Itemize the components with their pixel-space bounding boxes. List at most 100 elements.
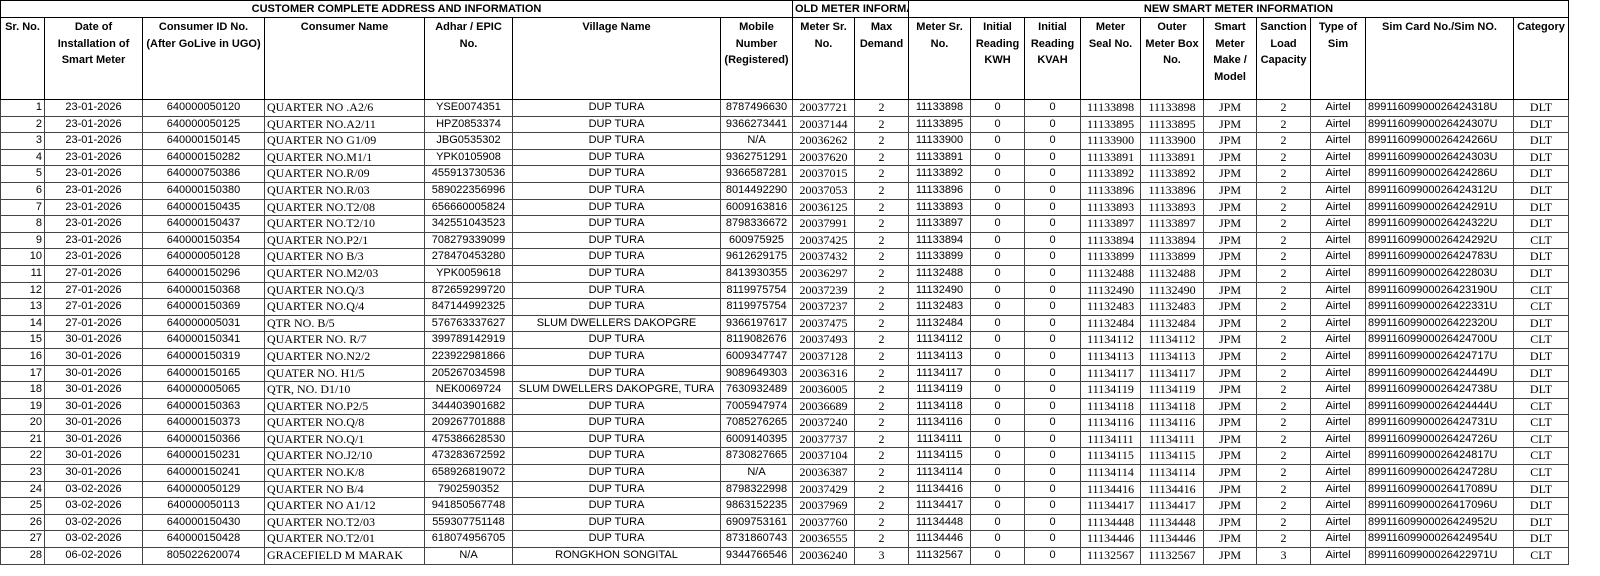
cell-adhar-epic[interactable]: N/A (424, 547, 513, 565)
cell-old-meter-sr-no[interactable]: 20036125 (792, 198, 856, 217)
cell-mobile-number[interactable]: 9362751291 (719, 148, 794, 167)
cell-install-date[interactable]: 23-01-2026 (44, 99, 143, 117)
cell-category[interactable]: DLT (1513, 314, 1570, 333)
cell-category[interactable]: CLT (1513, 298, 1570, 316)
cell-sanction-load[interactable]: 2 (1256, 331, 1312, 349)
cell-install-date[interactable]: 06-02-2026 (44, 547, 143, 565)
cell-mobile-number[interactable]: 7005947974 (719, 397, 794, 416)
cell-sim-type[interactable]: Airtel (1310, 414, 1367, 432)
cell-sr-no[interactable]: 2 (0, 115, 45, 134)
cell-adhar-epic[interactable]: 941850567748 (424, 497, 513, 515)
cell-consumer-id[interactable]: 640000150296 (142, 264, 265, 283)
cell-meter-seal-no[interactable]: 11134111 (1080, 430, 1142, 449)
cell-consumer-name[interactable]: QUARTER NO.J2/10 (264, 447, 425, 466)
cell-sim-type[interactable]: Airtel (1310, 215, 1367, 233)
cell-mobile-number[interactable]: 8413930355 (719, 264, 794, 283)
cell-mobile-number[interactable]: 9344766546 (719, 547, 794, 565)
cell-sanction-load[interactable]: 2 (1256, 347, 1312, 366)
cell-adhar-epic[interactable]: 342551043523 (424, 215, 513, 233)
cell-village-name[interactable]: DUP TURA (512, 248, 721, 266)
cell-meter-seal-no[interactable]: 11134117 (1080, 364, 1142, 383)
cell-sanction-load[interactable]: 2 (1256, 148, 1312, 167)
cell-meter-make[interactable]: JPM (1203, 480, 1258, 499)
cell-consumer-name[interactable]: QUARTER NO.R/03 (264, 181, 425, 200)
cell-village-name[interactable]: DUP TURA (512, 447, 721, 466)
cell-sim-card-no[interactable]: 89911609900026424954U (1365, 530, 1515, 549)
cell-category[interactable]: DLT (1513, 198, 1570, 217)
cell-meter-seal-no[interactable]: 11132488 (1080, 264, 1142, 283)
cell-old-meter-sr-no[interactable]: 20037425 (792, 231, 856, 250)
column-header-adhar-epic[interactable]: Adhar / EPIC No. (424, 17, 513, 100)
cell-adhar-epic[interactable]: HPZ0853374 (424, 115, 513, 134)
cell-sanction-load[interactable]: 2 (1256, 281, 1312, 300)
cell-sr-no[interactable]: 22 (0, 447, 45, 466)
cell-install-date[interactable]: 23-01-2026 (44, 231, 143, 250)
cell-sim-card-no[interactable]: 89911609900026424728U (1365, 464, 1515, 482)
cell-consumer-id[interactable]: 640000050128 (142, 248, 265, 266)
cell-new-meter-sr-no[interactable]: 11134416 (908, 480, 972, 499)
cell-sr-no[interactable]: 20 (0, 414, 45, 432)
cell-meter-make[interactable]: JPM (1203, 248, 1258, 266)
cell-new-meter-sr-no[interactable]: 11134118 (908, 397, 972, 416)
cell-meter-make[interactable]: JPM (1203, 513, 1258, 532)
cell-sim-card-no[interactable]: 89911609900026424738U (1365, 381, 1515, 399)
cell-old-meter-sr-no[interactable]: 20037432 (792, 248, 856, 266)
cell-meter-seal-no[interactable]: 11133900 (1080, 132, 1142, 150)
cell-sim-card-no[interactable]: 89911609900026422331U (1365, 298, 1515, 316)
cell-meter-make[interactable]: JPM (1203, 281, 1258, 300)
cell-outer-box-no[interactable]: 11134111 (1140, 430, 1205, 449)
cell-consumer-name[interactable]: GRACEFIELD M MARAK (264, 547, 425, 565)
cell-consumer-id[interactable]: 640000150380 (142, 181, 265, 200)
cell-new-meter-sr-no[interactable]: 11133895 (908, 115, 972, 134)
cell-village-name[interactable]: DUP TURA (512, 99, 721, 117)
cell-initial-kwh[interactable]: 0 (970, 148, 1026, 167)
cell-consumer-name[interactable]: QUARTER NO.T2/03 (264, 513, 425, 532)
cell-adhar-epic[interactable]: 223922981866 (424, 347, 513, 366)
cell-village-name[interactable]: DUP TURA (512, 364, 721, 383)
cell-village-name[interactable]: DUP TURA (512, 464, 721, 482)
cell-adhar-epic[interactable]: 656660005824 (424, 198, 513, 217)
cell-meter-seal-no[interactable]: 11134417 (1080, 497, 1142, 515)
cell-initial-kvah[interactable]: 0 (1024, 264, 1082, 283)
cell-sim-type[interactable]: Airtel (1310, 264, 1367, 283)
cell-max-demand[interactable]: 2 (854, 381, 910, 399)
cell-new-meter-sr-no[interactable]: 11132483 (908, 298, 972, 316)
cell-mobile-number[interactable]: 9612629175 (719, 248, 794, 266)
cell-old-meter-sr-no[interactable]: 20037239 (792, 281, 856, 300)
cell-new-meter-sr-no[interactable]: 11134116 (908, 414, 972, 432)
cell-consumer-name[interactable]: QTR NO. B/5 (264, 314, 425, 333)
cell-max-demand[interactable]: 2 (854, 264, 910, 283)
cell-initial-kwh[interactable]: 0 (970, 264, 1026, 283)
cell-sr-no[interactable]: 7 (0, 198, 45, 217)
cell-initial-kvah[interactable]: 0 (1024, 347, 1082, 366)
cell-consumer-name[interactable]: QUARTER NO.Q/1 (264, 430, 425, 449)
cell-mobile-number[interactable]: 8798336672 (719, 215, 794, 233)
cell-outer-box-no[interactable]: 11134119 (1140, 381, 1205, 399)
cell-village-name[interactable]: DUP TURA (512, 132, 721, 150)
cell-category[interactable]: CLT (1513, 397, 1570, 416)
cell-sim-card-no[interactable]: 89911609900026424783U (1365, 248, 1515, 266)
column-header-new-meter-sr-no[interactable]: Meter Sr. No. (908, 17, 972, 100)
cell-village-name[interactable]: RONGKHON SONGITAL (512, 547, 721, 565)
cell-village-name[interactable]: DUP TURA (512, 165, 721, 183)
cell-meter-seal-no[interactable]: 11132483 (1080, 298, 1142, 316)
cell-initial-kvah[interactable]: 0 (1024, 115, 1082, 134)
cell-max-demand[interactable]: 2 (854, 331, 910, 349)
cell-new-meter-sr-no[interactable]: 11134111 (908, 430, 972, 449)
cell-mobile-number[interactable]: 8730827665 (719, 447, 794, 466)
cell-install-date[interactable]: 27-01-2026 (44, 298, 143, 316)
cell-sanction-load[interactable]: 2 (1256, 381, 1312, 399)
cell-outer-box-no[interactable]: 11133896 (1140, 181, 1205, 200)
cell-mobile-number[interactable]: 8119975754 (719, 281, 794, 300)
cell-old-meter-sr-no[interactable]: 20037991 (792, 215, 856, 233)
cell-adhar-epic[interactable]: YPK0059618 (424, 264, 513, 283)
cell-mobile-number[interactable]: 600975925 (719, 231, 794, 250)
cell-max-demand[interactable]: 2 (854, 464, 910, 482)
cell-outer-box-no[interactable]: 11134113 (1140, 347, 1205, 366)
cell-sim-type[interactable]: Airtel (1310, 198, 1367, 217)
cell-sim-type[interactable]: Airtel (1310, 464, 1367, 482)
cell-outer-box-no[interactable]: 11132483 (1140, 298, 1205, 316)
cell-new-meter-sr-no[interactable]: 11134417 (908, 497, 972, 515)
column-header-consumer-id[interactable]: Consumer ID No. (After GoLive in UGO) (142, 17, 265, 100)
cell-sim-type[interactable]: Airtel (1310, 347, 1367, 366)
